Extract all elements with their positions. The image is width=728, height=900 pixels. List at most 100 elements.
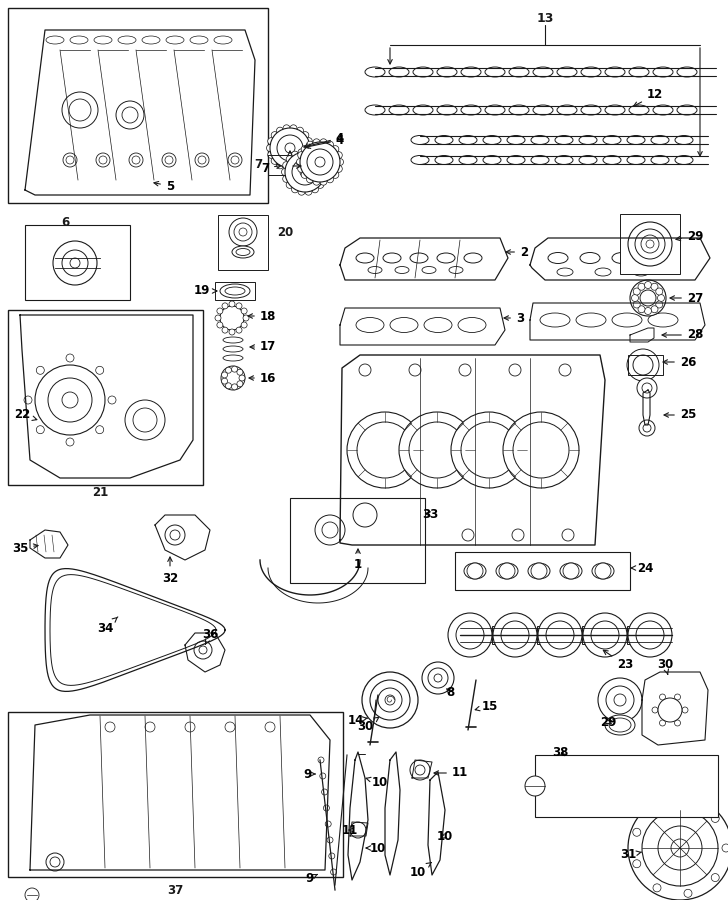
Circle shape	[315, 515, 345, 545]
Ellipse shape	[581, 67, 601, 77]
Ellipse shape	[533, 67, 553, 77]
Circle shape	[493, 613, 537, 657]
Circle shape	[108, 396, 116, 404]
Text: 38: 38	[552, 745, 568, 759]
Circle shape	[639, 420, 655, 436]
Circle shape	[305, 151, 312, 158]
Ellipse shape	[548, 253, 568, 264]
Text: 9: 9	[304, 768, 315, 780]
Circle shape	[221, 378, 228, 384]
Circle shape	[122, 107, 138, 123]
Circle shape	[53, 241, 97, 285]
Circle shape	[290, 125, 297, 131]
Ellipse shape	[653, 105, 673, 115]
Circle shape	[633, 288, 640, 295]
Bar	[535, 782, 717, 792]
Circle shape	[631, 294, 638, 302]
Circle shape	[359, 364, 371, 376]
Circle shape	[595, 563, 611, 579]
Circle shape	[296, 127, 304, 134]
Circle shape	[234, 223, 252, 241]
Circle shape	[286, 156, 293, 163]
Circle shape	[563, 563, 579, 579]
Circle shape	[194, 641, 212, 659]
Text: 10: 10	[410, 862, 431, 878]
Circle shape	[48, 378, 92, 422]
Circle shape	[228, 153, 242, 167]
Circle shape	[636, 621, 664, 649]
Circle shape	[95, 426, 103, 434]
Circle shape	[268, 138, 274, 145]
Circle shape	[225, 722, 235, 732]
Circle shape	[285, 152, 325, 192]
Ellipse shape	[609, 718, 631, 732]
Circle shape	[562, 529, 574, 541]
Circle shape	[525, 776, 545, 796]
Ellipse shape	[236, 248, 250, 256]
Bar	[620, 214, 680, 274]
Text: 24: 24	[631, 562, 653, 574]
Circle shape	[658, 698, 682, 722]
Circle shape	[652, 707, 658, 713]
Circle shape	[331, 869, 336, 875]
Ellipse shape	[437, 105, 457, 115]
Ellipse shape	[651, 136, 669, 145]
Circle shape	[653, 805, 661, 812]
Text: 18: 18	[248, 310, 276, 322]
Bar	[535, 770, 717, 780]
Circle shape	[232, 366, 237, 372]
Circle shape	[165, 525, 185, 545]
Circle shape	[307, 149, 333, 175]
Circle shape	[606, 686, 634, 714]
Ellipse shape	[579, 156, 597, 165]
Circle shape	[237, 369, 243, 375]
Circle shape	[318, 757, 324, 763]
Circle shape	[320, 139, 327, 146]
Circle shape	[722, 844, 728, 852]
Text: 12: 12	[633, 88, 663, 106]
Ellipse shape	[557, 67, 577, 77]
Circle shape	[415, 765, 425, 775]
Ellipse shape	[629, 67, 649, 77]
Circle shape	[320, 773, 326, 779]
Circle shape	[243, 315, 249, 321]
Ellipse shape	[605, 67, 625, 77]
Text: 1: 1	[354, 549, 362, 572]
Ellipse shape	[410, 253, 428, 263]
Text: 10: 10	[437, 830, 453, 842]
Ellipse shape	[581, 105, 601, 115]
Ellipse shape	[485, 67, 505, 77]
Circle shape	[326, 141, 333, 149]
Circle shape	[347, 412, 423, 488]
Circle shape	[241, 322, 247, 328]
Circle shape	[651, 306, 658, 313]
Circle shape	[336, 152, 342, 158]
Circle shape	[671, 839, 689, 857]
Circle shape	[546, 621, 574, 649]
Ellipse shape	[223, 337, 243, 343]
Circle shape	[322, 522, 338, 538]
Ellipse shape	[232, 246, 254, 258]
Bar	[290, 498, 425, 583]
Text: 3: 3	[504, 311, 524, 325]
Circle shape	[357, 422, 413, 478]
Ellipse shape	[411, 136, 429, 145]
Circle shape	[711, 874, 719, 882]
Circle shape	[236, 327, 242, 333]
Circle shape	[326, 176, 333, 183]
Circle shape	[63, 153, 77, 167]
Circle shape	[271, 131, 278, 139]
Circle shape	[198, 156, 206, 164]
Circle shape	[643, 424, 651, 432]
Ellipse shape	[612, 253, 632, 264]
Circle shape	[165, 156, 173, 164]
Circle shape	[614, 694, 626, 706]
Ellipse shape	[629, 105, 649, 115]
Circle shape	[353, 503, 377, 527]
Text: 6: 6	[61, 215, 69, 229]
Circle shape	[226, 382, 232, 389]
Circle shape	[283, 125, 290, 131]
Ellipse shape	[223, 346, 243, 352]
Circle shape	[682, 707, 688, 713]
Circle shape	[642, 383, 652, 393]
